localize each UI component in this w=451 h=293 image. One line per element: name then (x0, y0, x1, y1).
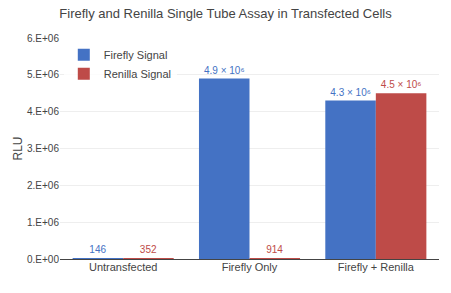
svg-text:4.5 × 10⁶: 4.5 × 10⁶ (381, 79, 422, 90)
svg-text:Firefly + Renilla: Firefly + Renilla (338, 261, 415, 273)
svg-text:Firefly and Renilla Single Tub: Firefly and Renilla Single Tube Assay in… (59, 6, 392, 21)
svg-text:4.9 × 10⁶: 4.9 × 10⁶ (204, 65, 245, 76)
svg-text:Firefly Signal: Firefly Signal (104, 49, 168, 61)
svg-text:Renilla Signal: Renilla Signal (104, 68, 171, 80)
svg-text:2.E+06: 2.E+06 (27, 180, 59, 191)
svg-text:146: 146 (89, 244, 106, 255)
svg-text:4.3 × 10⁶: 4.3 × 10⁶ (330, 87, 371, 98)
svg-text:4.E+06: 4.E+06 (27, 106, 59, 117)
svg-text:352: 352 (140, 244, 157, 255)
svg-text:6.E+06: 6.E+06 (27, 33, 59, 44)
svg-text:Firefly Only: Firefly Only (222, 261, 278, 273)
svg-text:RLU: RLU (11, 136, 25, 160)
svg-text:5.E+06: 5.E+06 (27, 69, 59, 80)
svg-text:1.E+06: 1.E+06 (27, 217, 59, 228)
svg-text:914: 914 (266, 244, 283, 255)
svg-text:3.E+06: 3.E+06 (27, 143, 59, 154)
svg-text:0.E+00: 0.E+00 (27, 254, 59, 265)
svg-text:Untransfected: Untransfected (89, 261, 157, 273)
